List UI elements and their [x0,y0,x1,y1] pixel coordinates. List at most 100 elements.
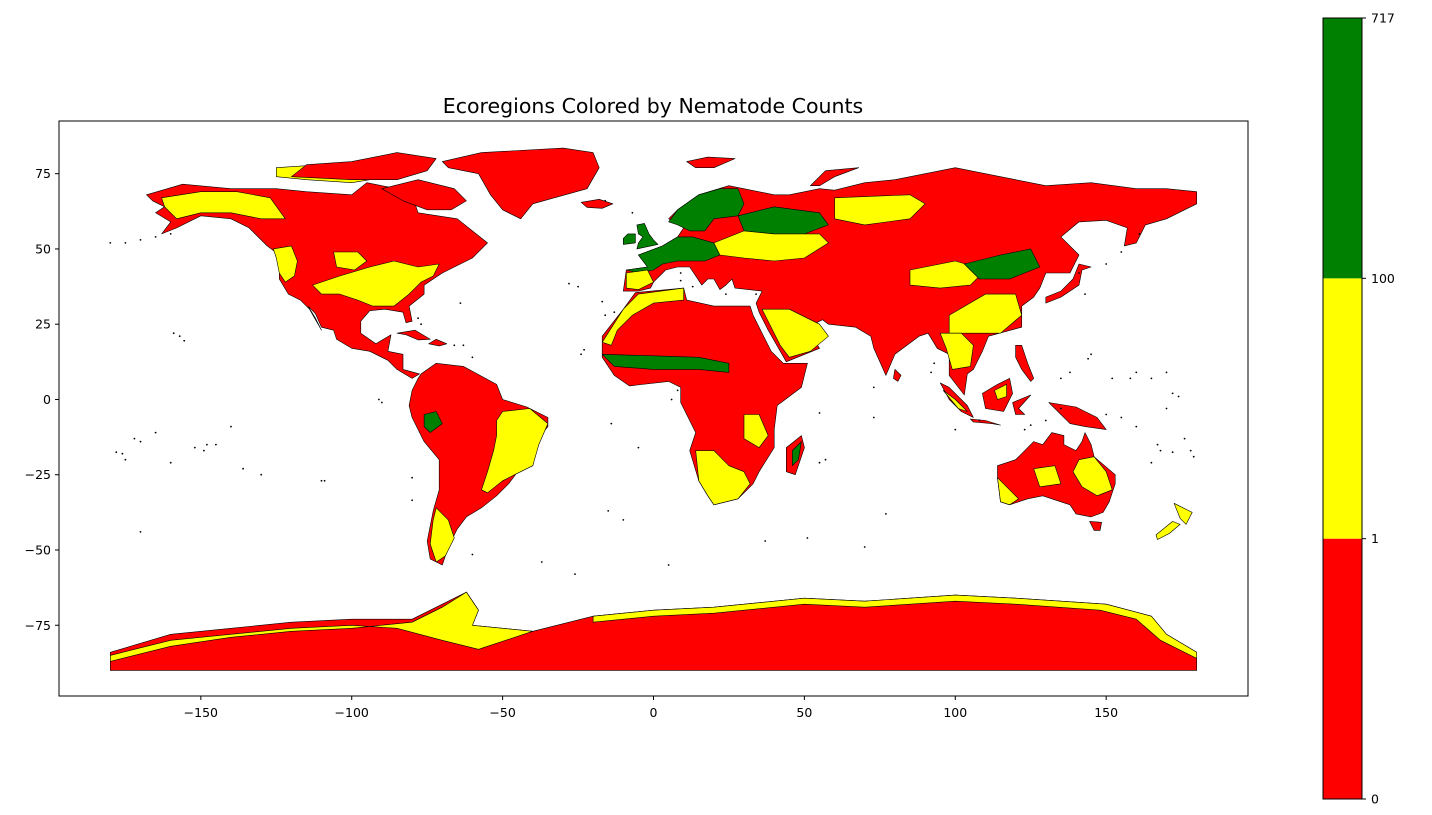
x-tick-label: 0 [650,705,658,720]
island-dot [1171,392,1174,395]
island-dot [1189,449,1192,452]
island-dot [637,446,640,449]
ecoregion-africa-yellow-south [695,450,751,506]
y-tick-label: −75 [25,618,51,633]
island-dot [1120,251,1123,253]
island-dot [818,412,821,414]
island-dot [1044,419,1047,422]
island-dot [206,443,208,446]
ecoregion-eu-yellow-iberia [626,269,654,290]
x-axis: −150 −100 −50 0 50 100 150 [184,696,1118,720]
ecoregion-na-yellow-cascades [273,245,298,283]
island-dot [154,431,157,434]
island-dot [462,344,465,347]
island-dot [764,540,767,542]
ecoregion-canadian-islands [291,152,437,180]
y-tick-label: 75 [35,166,51,181]
ecoregion-siberia-yellow [834,194,926,226]
y-tick-label: 0 [43,392,51,407]
ecoregion-svalbard [686,156,736,168]
island-dot [604,199,607,202]
island-dot [613,311,616,314]
island-dot [1171,451,1174,454]
island-dot [1150,377,1153,380]
y-tick-label: −50 [25,542,51,557]
island-dot [1129,377,1132,380]
island-dot [1159,449,1162,452]
y-tick-label: 25 [35,317,51,332]
island-dot [607,510,610,512]
island-dot [863,546,866,548]
ecoregion-sulawesi [1012,394,1031,415]
ecoregion-uk [636,223,659,250]
ecoregion-sa-green-amazon [423,411,443,433]
ecoregion-australia-yellow-east [1072,456,1113,497]
ecoregion-sumatra [939,382,974,418]
island-dot [670,398,673,401]
ecoregion-australia-yellow-sw [997,477,1019,506]
island-dot [133,437,136,440]
ecoregion-indochina-yellow [939,332,974,370]
island-dot [574,573,576,575]
island-dot [1192,455,1195,458]
x-tick-label: 150 [1094,705,1118,720]
island-dot [1177,395,1180,398]
island-dot [172,332,175,335]
island-dot [183,339,186,342]
island-dot [1135,425,1138,428]
island-dot [580,353,582,356]
island-dot [540,561,543,563]
island-dot [679,272,682,274]
ecoregion-tasmania [1089,521,1102,531]
island-dot [583,348,585,351]
colorbar-tick-label: 717 [1371,11,1395,26]
island-dot [1165,407,1168,410]
island-dot [154,236,157,238]
island-dot [1156,443,1159,446]
island-dot [1105,413,1108,416]
ecoregion-novaya-zemlya [810,167,859,186]
island-dot [1084,293,1086,295]
ecoregion-new-zealand-south [1155,521,1181,540]
island-dot [215,443,217,446]
island-dot [471,553,474,556]
island-dot [320,479,323,482]
colorbar-tick-label: 0 [1371,792,1379,807]
island-dot [1111,377,1114,380]
island-dot [459,302,462,304]
island-dot [260,473,263,476]
island-dot [139,531,142,533]
island-dot [725,293,727,295]
ecoregion-japan [1045,263,1092,304]
ecoregion-africa [601,287,808,506]
ecoregion-africa-green-sahel [601,354,730,373]
island-dot [230,425,232,428]
ecoregion-new-zealand-north [1173,503,1193,525]
chart-title: Ecoregions Colored by Nematode Counts [443,94,863,118]
island-dot [601,300,604,303]
ecoregion-sa-yellow-brazil [481,408,549,494]
island-dot [1060,377,1062,380]
ecoregion-greenland [442,147,600,220]
island-dot [242,467,245,470]
island-dot [622,519,625,521]
island-dot [323,479,326,482]
ecoregion-arabia-yellow [761,308,829,358]
island-dot [676,389,679,392]
ecoregion-hispaniola [428,339,448,347]
ecoregion-ireland [623,233,636,245]
island-dot [872,386,875,389]
x-tick-label: 50 [796,705,812,720]
island-dot [954,428,957,431]
island-dot [1138,233,1141,235]
island-dot [417,317,419,320]
island-dot [568,282,570,285]
ecoregion-antarctica-coast-west [110,591,534,662]
island-dot [1120,416,1123,419]
y-tick-label: 50 [35,241,51,256]
island-dot [115,451,118,454]
ecoregion-borneo-yellow [994,384,1007,400]
island-dot [193,446,196,449]
island-dot [420,323,422,326]
